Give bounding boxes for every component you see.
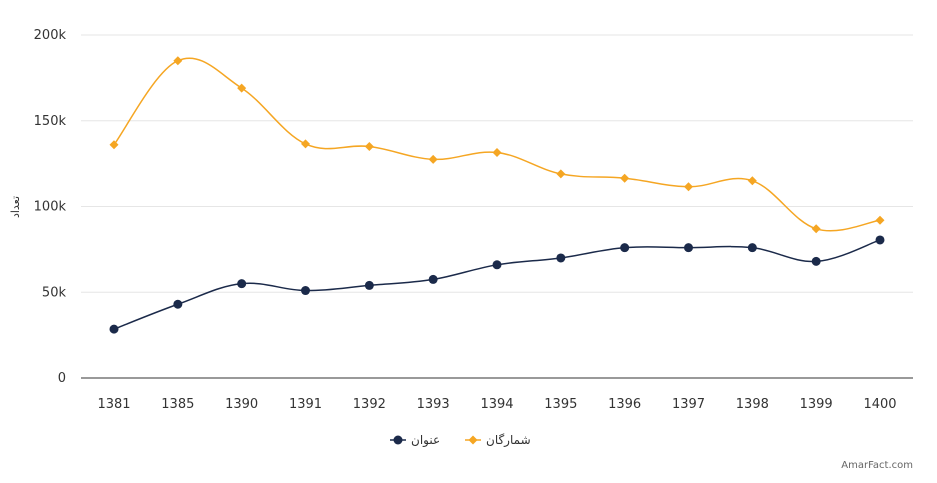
data-point[interactable] [301,139,310,149]
data-point[interactable] [811,224,821,234]
x-tick-label: 1396 [608,397,641,412]
legend-marker[interactable] [393,435,403,445]
y-axis-label: تعداد [9,196,22,218]
data-point[interactable] [556,253,566,263]
data-point[interactable] [364,141,374,151]
x-tick-label: 1381 [97,397,130,412]
credit-text[interactable]: AmarFact.com [841,460,913,471]
data-point[interactable] [684,182,693,192]
y-tick-label: 0 [58,371,66,386]
series-line-0[interactable] [113,239,881,330]
x-tick-label: 1394 [480,397,513,412]
data-point[interactable] [492,147,502,157]
legend-marker[interactable] [468,435,478,445]
data-markers [109,56,885,334]
x-tick-label: 1397 [672,397,705,412]
data-point[interactable] [747,243,757,253]
legend-item[interactable]: شمارگان [465,433,531,448]
data-point[interactable] [109,140,119,150]
data-point[interactable] [173,56,183,66]
data-point[interactable] [620,243,630,253]
x-tick-label: 1393 [417,397,450,412]
data-point[interactable] [875,235,885,245]
data-point[interactable] [109,324,119,334]
data-point[interactable] [237,279,247,289]
legend-label: عنوان [411,433,440,448]
y-tick-label: 100k [34,200,67,215]
data-point[interactable] [556,169,566,179]
x-tick-label: 1391 [289,397,322,412]
x-tick-label: 1398 [736,397,769,412]
data-point[interactable] [301,286,310,296]
series-lines [113,57,881,330]
x-tick-label: 1390 [225,397,258,412]
x-tick-label: 1392 [353,397,386,412]
series-line-1[interactable] [113,57,881,232]
grid-lines [81,34,913,293]
y-tick-label: 150k [34,114,67,129]
data-point[interactable] [684,243,693,253]
data-point[interactable] [237,83,247,93]
axes: 0 50k 100k 150k 200k 1381 1385 1390 1391 1392 1393… [34,28,913,412]
y-tick-label: 50k [42,285,67,300]
data-point[interactable] [173,299,183,309]
data-point[interactable] [747,176,757,186]
y-tick-label: 200k [34,28,67,43]
data-point[interactable] [875,215,885,225]
data-point[interactable] [811,256,821,266]
x-tick-label: 1385 [161,397,194,412]
legend-label: شمارگان [486,433,531,448]
legend-item[interactable]: عنوان [390,433,440,448]
data-point[interactable] [364,280,374,290]
data-point[interactable] [492,260,502,270]
legend: عنوان شمارگان [390,433,531,448]
data-point[interactable] [620,173,630,183]
data-point[interactable] [428,274,438,284]
x-tick-label: 1400 [863,397,896,412]
x-tick-label: 1395 [544,397,577,412]
x-tick-label: 1399 [800,397,833,412]
data-point[interactable] [428,154,438,164]
